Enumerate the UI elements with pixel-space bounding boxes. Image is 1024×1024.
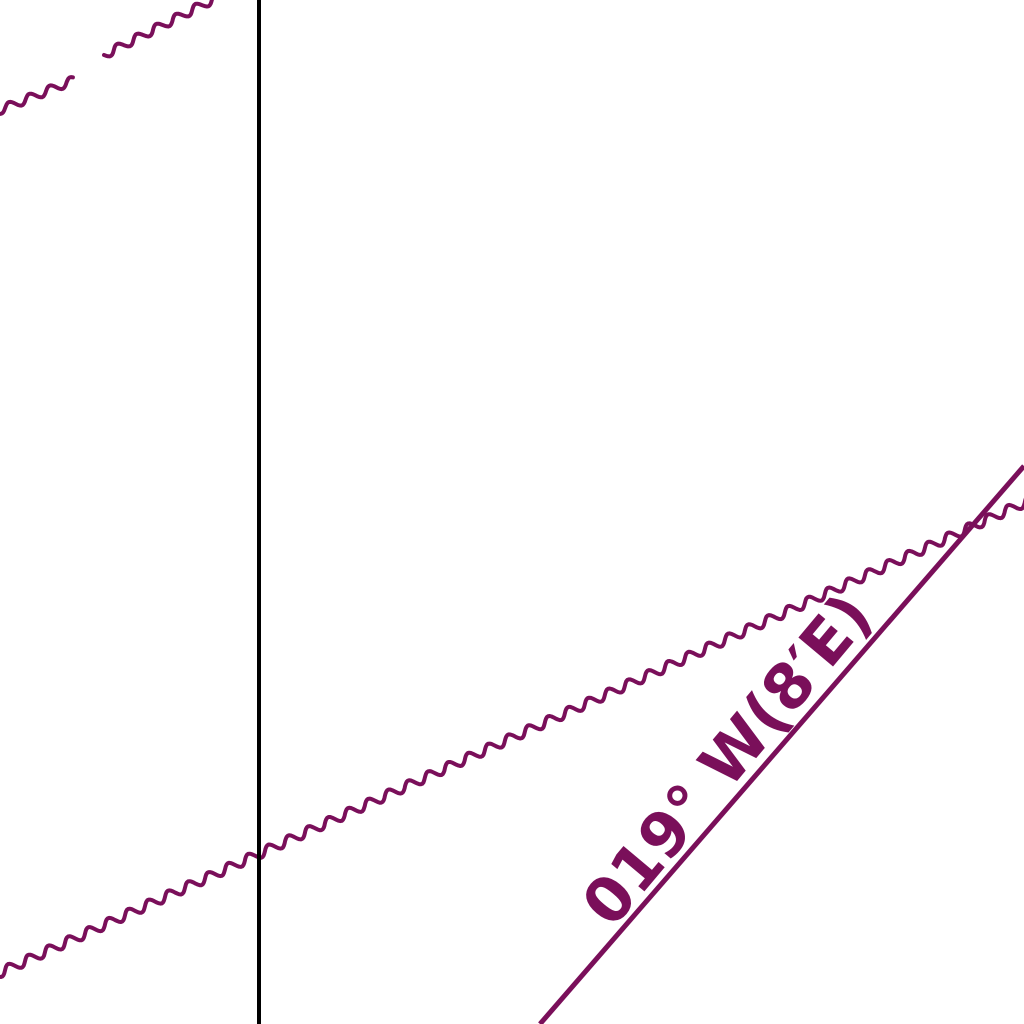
bearing-line — [538, 464, 1024, 1024]
wavy-boundary-line-lower — [0, 497, 1024, 979]
wavy-boundary-line-upper-b — [102, 0, 214, 59]
wavy-boundary-line-upper-a — [0, 75, 75, 116]
